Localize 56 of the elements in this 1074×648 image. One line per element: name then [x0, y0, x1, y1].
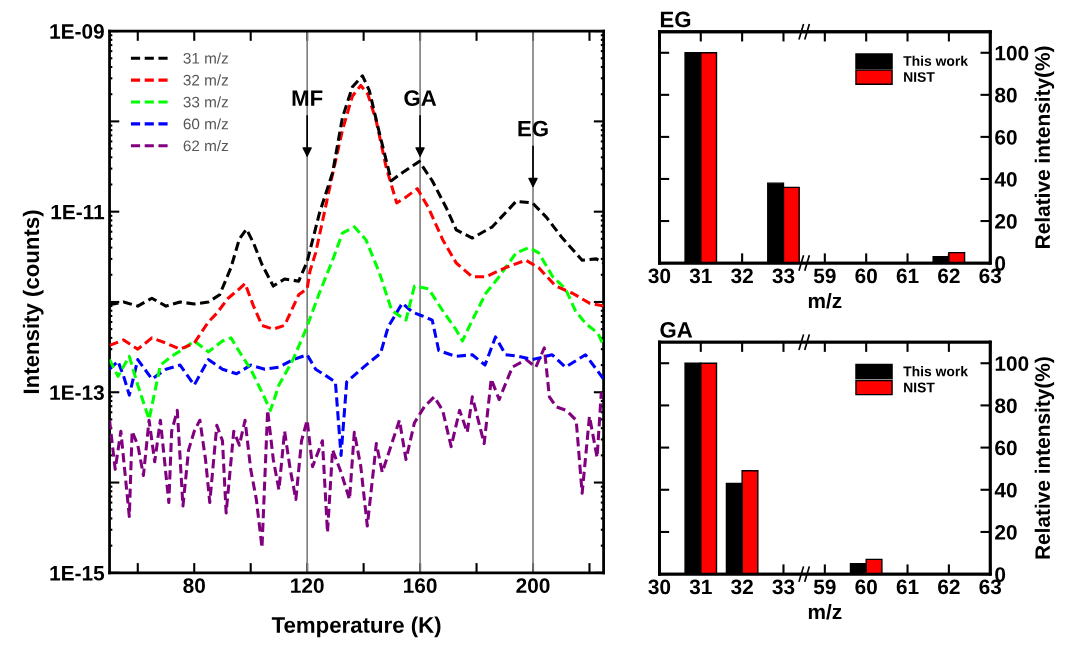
x-tick-label: 62 [938, 579, 960, 595]
y2-tick-label: 100 [995, 356, 1029, 371]
y2-axis-title: Relative intensity(%) [1034, 357, 1055, 559]
x-tick-label: 62 [938, 268, 960, 284]
x-tick-label: 80 [183, 578, 205, 593]
x-tick-label: 31 [689, 579, 712, 595]
line-series [109, 225, 604, 421]
y-axis-title: Intensity (counts) [22, 210, 44, 394]
y-tick-label: 1E-15 [50, 566, 105, 581]
x-tick-label: 200 [516, 578, 550, 593]
x-axis-title: Temperature (K) [271, 616, 441, 638]
x-tick-label: 60 [855, 579, 877, 595]
x-axis-title: m/z [808, 292, 842, 309]
y2-tick-label: 60 [995, 440, 1017, 456]
y-tick-label: 1E-11 [51, 204, 105, 220]
x-tick-label: 32 [731, 268, 753, 284]
y2-axis-title: Relative intensity(%) [1034, 46, 1055, 248]
x-tick-label: 31 [689, 268, 712, 284]
annotation: EG [518, 120, 548, 137]
x-tick-label: 32 [731, 579, 753, 595]
x-tick-label: 61 [896, 268, 919, 284]
y2-tick-label: 80 [995, 398, 1017, 414]
y2-tick-label: 80 [995, 87, 1017, 103]
legend-label: NIST [904, 382, 935, 393]
y2-tick-label: 60 [995, 129, 1017, 145]
x-tick-label: 59 [813, 268, 836, 284]
x-tick-label: 33 [772, 579, 795, 595]
legend-label: 32 m/z [183, 74, 228, 86]
legend-label: NIST [904, 72, 935, 82]
legend-label: 60 m/z [183, 118, 228, 130]
x-tick-label: 30 [648, 579, 671, 595]
y2-tick-label: 20 [995, 214, 1017, 229]
x-tick-label: 160 [404, 578, 437, 593]
chart-title: EG [660, 11, 691, 28]
x-tick-label: 60 [855, 268, 877, 284]
legend-label: This work [903, 366, 969, 377]
y2-tick-label: 40 [994, 171, 1017, 187]
annotation: MF [292, 90, 323, 106]
chart-title: GA [660, 322, 693, 338]
x-axis-title: m/z [808, 603, 842, 620]
y-tick-label: 1E-13 [50, 385, 104, 401]
x-tick-label: 61 [896, 579, 919, 595]
legend-label: 62 m/z [183, 140, 228, 152]
y-tick-label: 1E-09 [50, 24, 104, 39]
line-series [109, 301, 604, 457]
x-tick-label: 59 [813, 579, 836, 595]
y2-tick-label: 100 [995, 45, 1029, 61]
legend-label: This work [903, 55, 969, 66]
y2-tick-label: 40 [994, 482, 1017, 498]
annotation: GA [404, 90, 437, 106]
x-tick-label: 33 [772, 268, 795, 284]
x-tick-label: 120 [291, 578, 324, 593]
y2-tick-label: 20 [995, 524, 1017, 540]
x-tick-label: 30 [648, 268, 671, 284]
legend-label: 33 m/z [183, 96, 228, 108]
legend-label: 31 m/z [183, 52, 228, 64]
